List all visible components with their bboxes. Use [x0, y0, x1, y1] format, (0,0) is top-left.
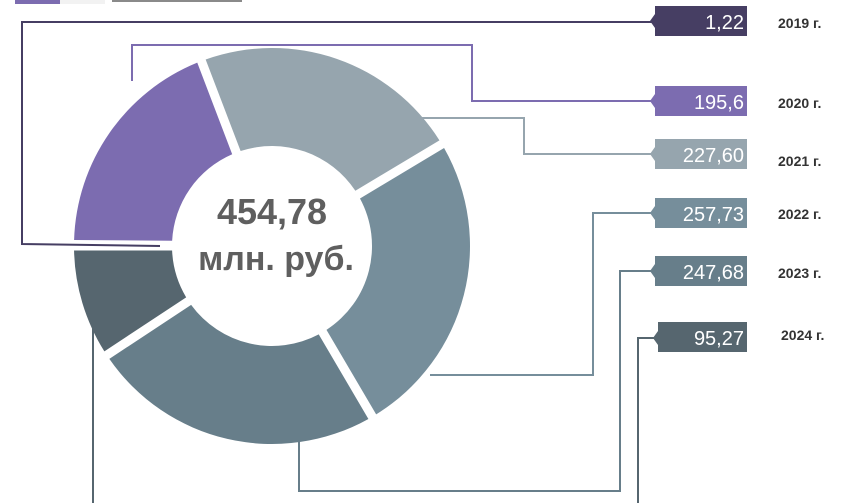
year-label-2023: 2023 г.: [778, 265, 821, 281]
value-text-2022: 257,73: [683, 204, 744, 226]
value-box-2022: [655, 198, 747, 228]
leader-line-2022: [430, 212, 655, 376]
value-text-2019: 1,22: [705, 12, 744, 34]
leader-line-2019: [21, 21, 655, 247]
value-label-2020: 195,6 2020 г.: [650, 86, 821, 116]
value-box-2023: [655, 256, 747, 286]
value-label-2021: 227,60 2021 г.: [650, 139, 821, 169]
value-arrow-2022: [650, 206, 655, 220]
value-labels: 1,22 2019 г. 195,6 2020 г. 227,60 2021 г…: [650, 6, 824, 352]
value-text-2023: 247,68: [683, 262, 744, 284]
center-unit: млн. руб.: [198, 240, 354, 278]
value-arrow-2024: [653, 331, 658, 345]
center-total: 454,78: [217, 191, 327, 232]
value-label-2019: 1,22 2019 г.: [650, 6, 821, 36]
year-label-2024: 2024 г.: [781, 327, 824, 343]
value-arrow-2019: [650, 14, 655, 28]
leader-lines: [21, 21, 658, 503]
value-box-2020: [655, 86, 747, 116]
value-text-2024: 95,27: [694, 328, 744, 350]
value-text-2021: 227,60: [683, 145, 744, 167]
leader-line-2024-right: [637, 337, 658, 503]
slice-2023: [109, 304, 369, 445]
legend-swatch-2: [60, 0, 105, 4]
leader-line-2021: [422, 117, 655, 155]
legend-swatch-1: [15, 0, 60, 4]
year-label-2021: 2021 г.: [778, 153, 821, 169]
value-arrow-2020: [650, 94, 655, 108]
value-box-2024: [658, 322, 747, 352]
year-label-2022: 2022 г.: [778, 206, 821, 222]
legend: [15, 0, 242, 4]
slice-2020: [74, 62, 233, 241]
value-label-2024: 95,27 2024 г.: [653, 322, 824, 352]
value-label-2023: 247,68 2023 г.: [650, 256, 821, 286]
value-text-2020: 195,6: [694, 92, 744, 114]
value-arrow-2023: [650, 264, 655, 278]
slice-2022: [326, 148, 471, 415]
legend-swatch-3: [112, 0, 242, 2]
donut-slices: [74, 48, 471, 445]
year-label-2020: 2020 г.: [778, 95, 821, 111]
value-arrow-2021: [650, 147, 655, 161]
slice-2024: [74, 250, 187, 352]
leader-line-2023: [298, 270, 655, 492]
value-box-2021: [655, 139, 747, 169]
slice-2021: [205, 48, 440, 191]
leader-line-2020: [131, 44, 655, 102]
value-label-2022: 257,73 2022 г.: [650, 198, 821, 228]
value-box-2019: [655, 6, 747, 36]
year-label-2019: 2019 г.: [778, 15, 821, 31]
